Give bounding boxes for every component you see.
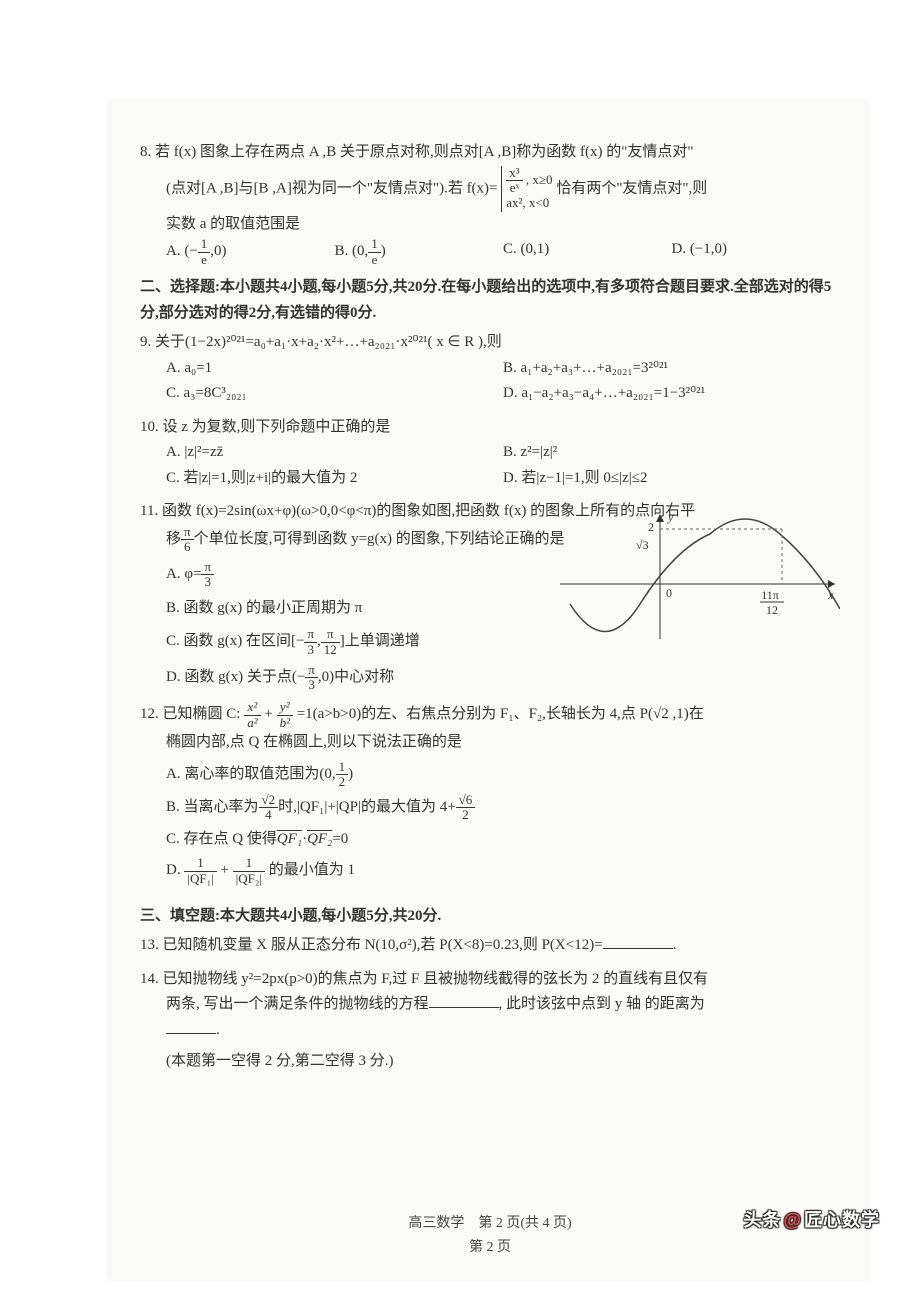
q10-options: A. |z|²=zz̄ B. z²=|z|² C. 若|z|=1,则|z+i|的… [140, 440, 840, 491]
q9-opt-d: D. a₁−a₂+a₃−a₄+…+a₂₀₂₁=1−3²⁰²¹ [503, 381, 840, 407]
footer-line2: 第 2 页 [110, 1236, 870, 1260]
q12-opt-b: B. 当离心率为√24时,|QF₁|+|QP|的最大值为 4+√62 [140, 793, 840, 823]
q8-line2: (点对[A ,B]与[B ,A]视为同一个"友情点对").若 f(x)= x³e… [140, 166, 840, 212]
q14-line1: 14. 已知抛物线 y²=2px(p>0)的焦点为 F,过 F 且被抛物线截得的… [140, 967, 840, 993]
graph-sqrt3-label: √3 [636, 538, 649, 552]
q8-line1: 8. 若 f(x) 图象上存在两点 A ,B 关于原点对称,则点对[A ,B]称… [140, 140, 840, 166]
graph-x-axis-label: x [827, 588, 834, 602]
q12-opt-c: C. 存在点 Q 使得QF₁·QF₂=0 [140, 827, 840, 853]
blank-14a [429, 993, 499, 1008]
watermark: 头条@匠心数学 [743, 1206, 880, 1232]
question-10: 10. 设 z 为复数,则下列命题中正确的是 A. |z|²=zz̄ B. z²… [140, 415, 840, 492]
q12-opt-a: A. 离心率的取值范围为(0,12) [140, 760, 840, 790]
q8-line3: 实数 a 的取值范围是 [140, 212, 840, 238]
q14-line2: 两条, 写出一个满足条件的抛物线的方程, 此时该弦中点到 y 轴 的距离为 [140, 992, 840, 1018]
question-13: 13. 已知随机变量 X 服从正态分布 N(10,σ²),若 P(X<8)=0.… [140, 933, 840, 959]
q8-opt-b: B. (0,1e) [335, 237, 504, 267]
q9-opt-b: B. a₁+a₂+a₃+…+a₂₀₂₁=3²⁰²¹ [503, 356, 840, 382]
q11-opt-c: C. 函数 g(x) 在区间[−π3,π12]上单调递增 [166, 627, 530, 657]
blank-14b [166, 1033, 216, 1034]
q10-opt-b: B. z²=|z|² [503, 440, 840, 466]
q8-options: A. (−1e,0) B. (0,1e) C. (0,1) D. (−1,0) [140, 237, 840, 267]
q9-stem: 9. 关于(1−2x)²⁰²¹=a₀+a₁·x+a₂·x²+…+a₂₀₂₁·x²… [140, 330, 840, 356]
q10-opt-c: C. 若|z|=1,则|z+i|的最大值为 2 [166, 466, 503, 492]
q14-note: (本题第一空得 2 分,第二空得 3 分.) [140, 1049, 840, 1075]
graph-xtick-num: 11π [761, 588, 779, 602]
q8-opt-a: A. (−1e,0) [166, 237, 335, 267]
q14-line3: . [140, 1018, 840, 1044]
graph-y2-label: 2 [648, 520, 654, 534]
q12-opt-d: D. 1|QF₁| + 1|QF₂| 的最小值为 1 [140, 856, 840, 886]
q8-opt-d: D. (−1,0) [672, 237, 841, 267]
question-9: 9. 关于(1−2x)²⁰²¹=a₀+a₁·x+a₂·x²+…+a₂₀₂₁·x²… [140, 330, 840, 407]
q10-opt-a: A. |z|²=zz̄ [166, 440, 503, 466]
graph-origin-label: 0 [666, 586, 672, 600]
blank-13 [603, 934, 673, 949]
q10-opt-d: D. 若|z−1|=1,则 0≤|z|≤2 [503, 466, 840, 492]
sine-graph: 2 √3 0 y x 11π 12 [560, 509, 840, 639]
q8-opt-c: C. (0,1) [503, 237, 672, 267]
exam-page: 8. 若 f(x) 图象上存在两点 A ,B 关于原点对称,则点对[A ,B]称… [110, 100, 870, 1280]
q9-options: A. a₀=1 B. a₁+a₂+a₃+…+a₂₀₂₁=3²⁰²¹ C. a₃=… [140, 356, 840, 407]
question-8: 8. 若 f(x) 图象上存在两点 A ,B 关于原点对称,则点对[A ,B]称… [140, 140, 840, 267]
question-11: 11. 函数 f(x)=2sin(ωx+φ)(ω>0,0<φ<π)的图象如图,把… [140, 499, 840, 692]
piecewise-function: x³eˣ , x≥0 ax², x<0 [501, 166, 552, 212]
graph-xtick-den: 12 [766, 603, 778, 617]
q9-opt-c: C. a₃=8C³₂₀₂₁ [166, 381, 503, 407]
q12-stem2: 椭圆内部,点 Q 在椭圆上,则以下说法正确的是 [140, 730, 840, 756]
q9-opt-a: A. a₀=1 [166, 356, 503, 382]
question-12: 12. 已知椭圆 C: x²a² + y²b² =1(a>b>0)的左、右焦点分… [140, 700, 840, 885]
q11-options: A. φ=π3 B. 函数 g(x) 的最小正周期为 π C. 函数 g(x) … [140, 560, 530, 692]
section-3-title: 三、填空题:本大题共4小题,每小题5分,共20分. [140, 904, 840, 930]
q10-stem: 10. 设 z 为复数,则下列命题中正确的是 [140, 415, 840, 441]
question-14: 14. 已知抛物线 y²=2px(p>0)的焦点为 F,过 F 且被抛物线截得的… [140, 967, 840, 1075]
graph-y-axis-label: y [667, 510, 674, 524]
q11-opt-b: B. 函数 g(x) 的最小正周期为 π [166, 596, 530, 622]
section-2-title: 二、选择题:本小题共4小题,每小题5分,共20分.在每小题给出的选项中,有多项符… [140, 275, 840, 326]
q12-stem1: 12. 已知椭圆 C: x²a² + y²b² =1(a>b>0)的左、右焦点分… [140, 700, 840, 730]
q11-opt-a: A. φ=π3 [166, 560, 530, 590]
q11-opt-d: D. 函数 g(x) 关于点(−π3,0)中心对称 [166, 663, 530, 693]
